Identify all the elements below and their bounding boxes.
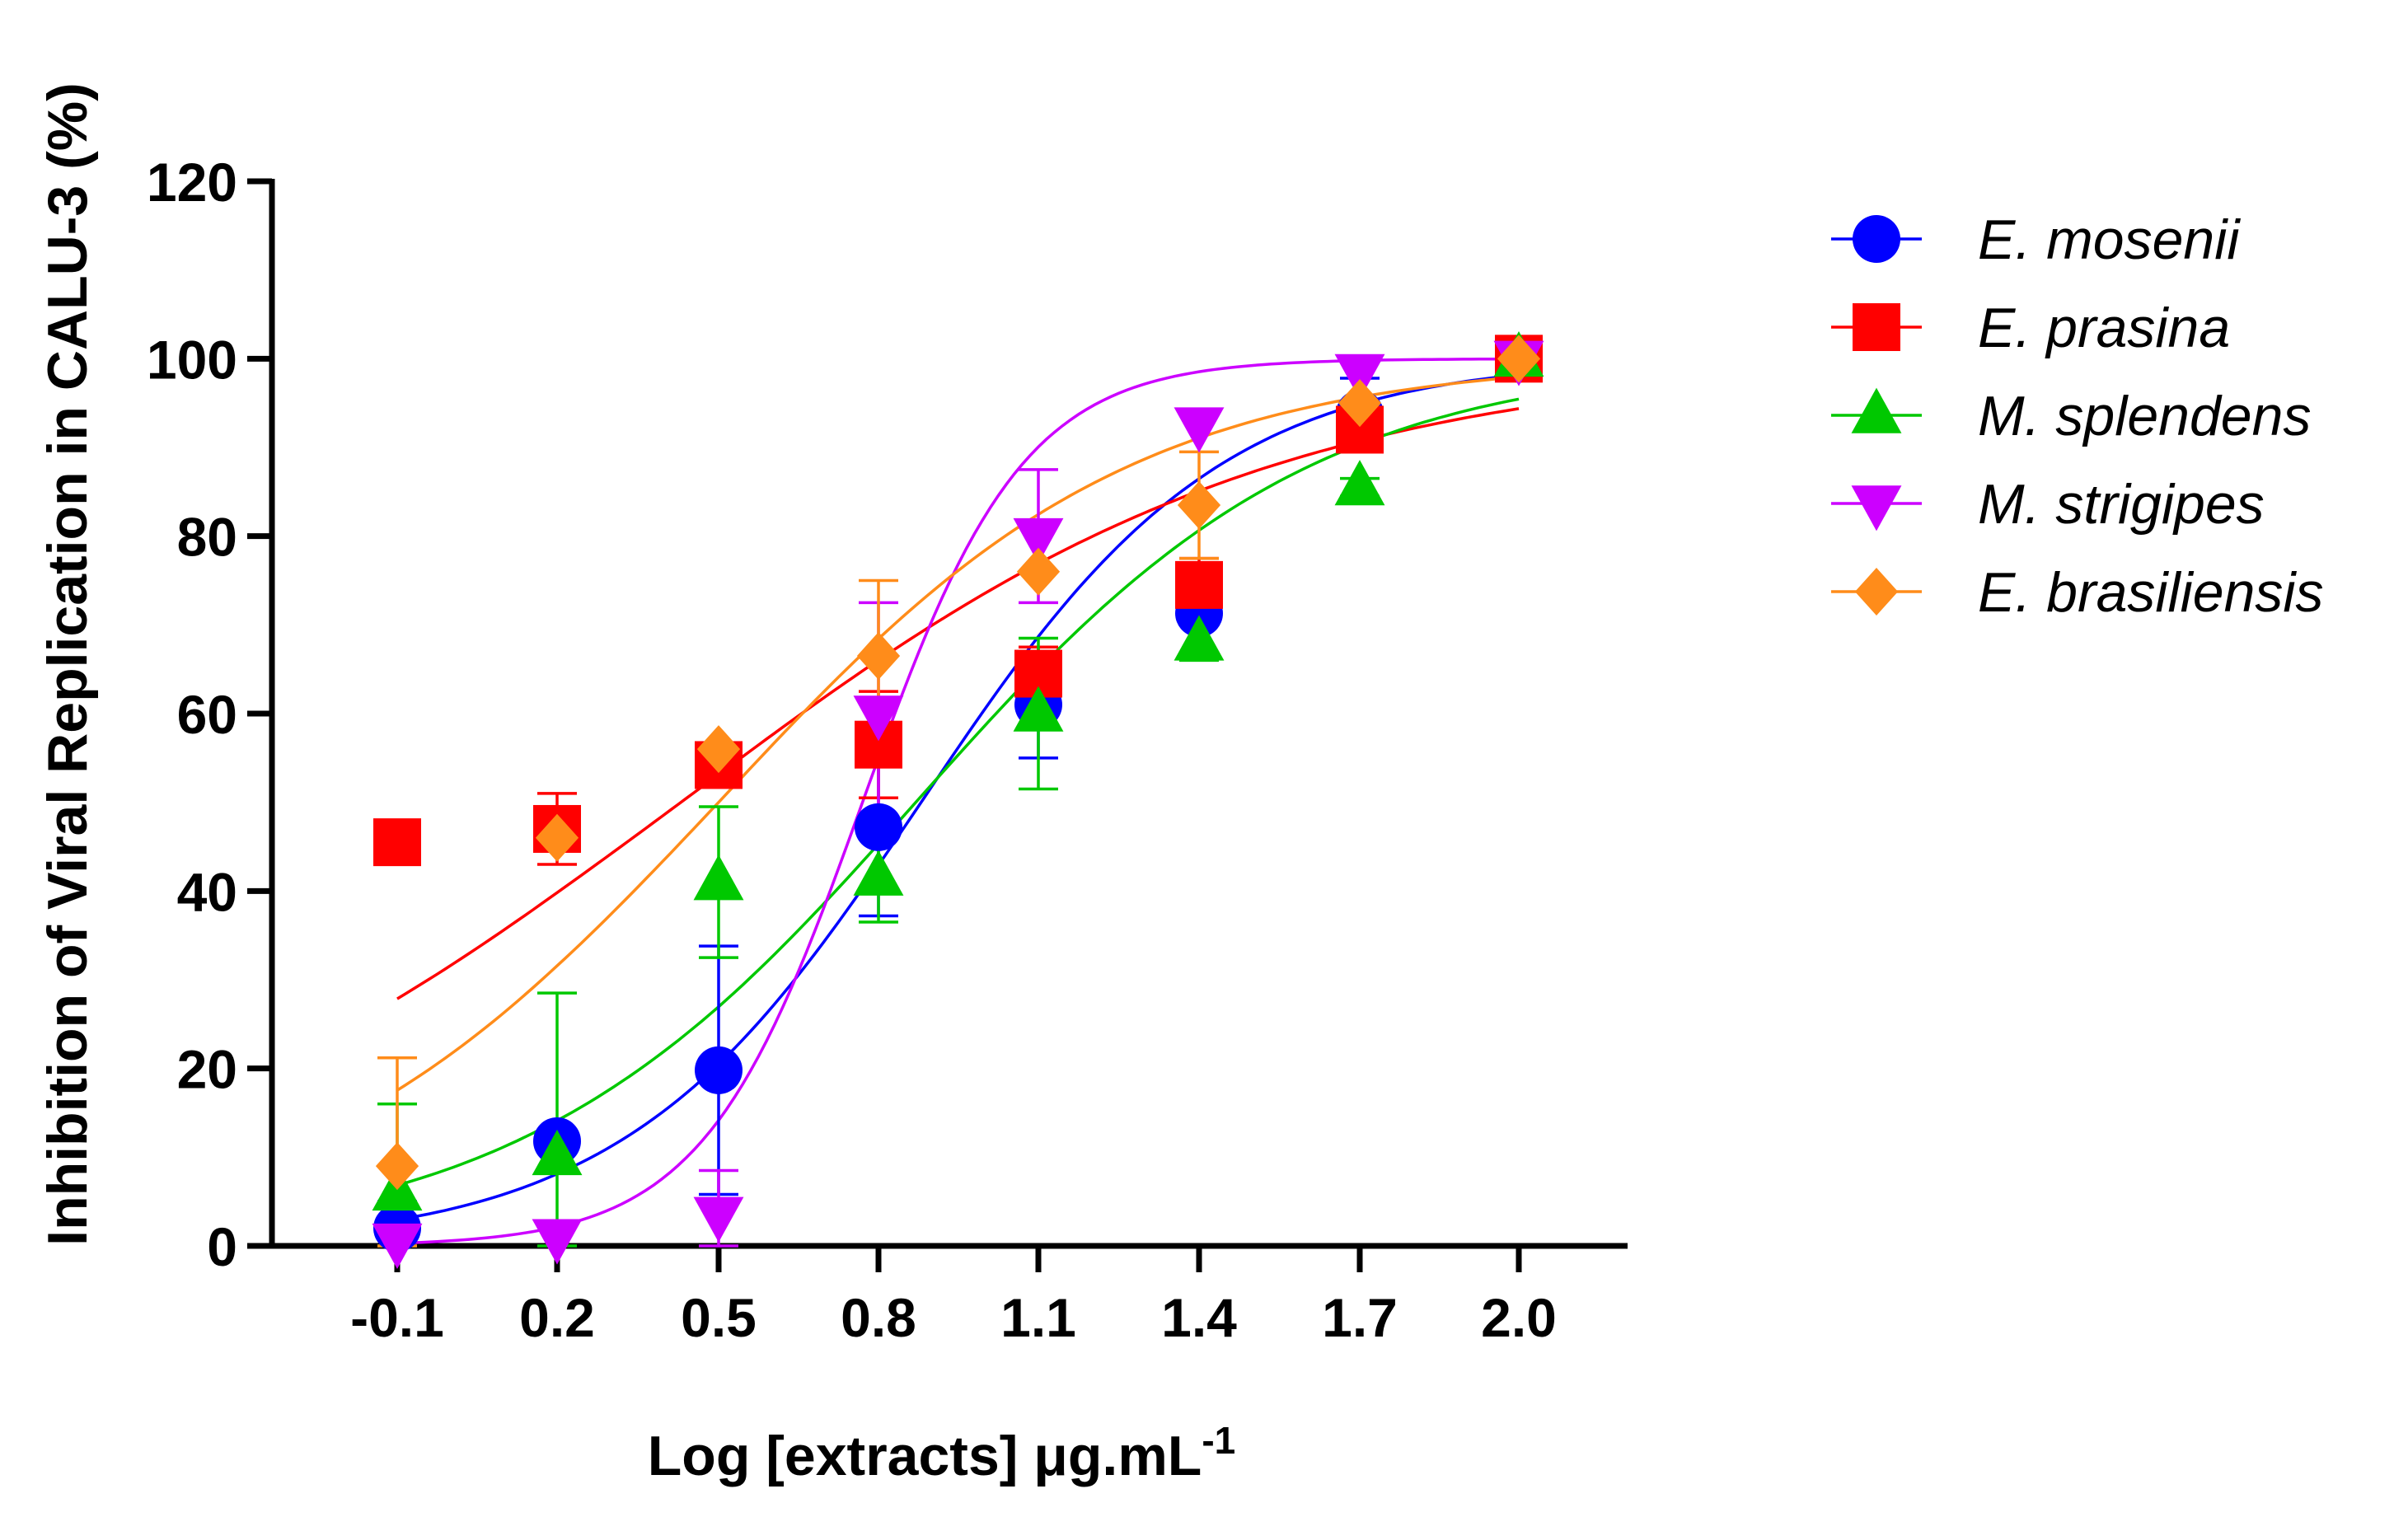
legend-item-e-mosenii: E. mosenii — [1831, 208, 2241, 271]
data-point-e-brasiliensis — [375, 1142, 419, 1191]
data-markers — [372, 330, 1544, 1269]
y-tick-label: 120 — [147, 152, 237, 213]
fit-curve-e-brasiliensis — [396, 375, 1520, 1092]
legend-label-e-brasiliensis: E. brasiliensis — [1978, 561, 2324, 624]
x-tick-label: 0.2 — [519, 1287, 595, 1348]
axes: 0 20 40 60 80 100 120 -0.1 0.2 0.5 0.8 1.1 1.4 1.7 2.0 — [147, 152, 1628, 1348]
data-point-m-splendens — [1013, 686, 1064, 732]
x-tick-label: 1.1 — [1000, 1287, 1076, 1348]
x-tick-label: -0.1 — [350, 1287, 444, 1348]
fit-curve-e-prasina — [396, 407, 1520, 1000]
data-point-e-brasiliensis — [535, 813, 579, 862]
legend-item-e-prasina: E. prasina — [1831, 297, 2230, 359]
data-point-e-mosenii — [695, 1046, 743, 1094]
y-tick-label: 100 — [147, 329, 237, 390]
y-tick-label: 80 — [177, 507, 237, 568]
fit-curves — [396, 357, 1520, 1245]
data-point-m-strigipes — [532, 1219, 583, 1265]
data-point-e-brasiliensis — [1338, 379, 1382, 428]
fit-curve-m-splendens — [396, 397, 1520, 1187]
data-point-m-splendens — [853, 850, 904, 896]
legend-label-e-prasina: E. prasina — [1978, 297, 2230, 359]
data-point-e-prasina — [373, 818, 421, 867]
y-tick-label: 60 — [177, 684, 237, 745]
y-tick-label: 20 — [177, 1039, 237, 1100]
legend-marker-e-mosenii — [1853, 215, 1900, 263]
legend-marker-m-strigipes — [1851, 485, 1902, 531]
data-point-m-splendens — [1174, 615, 1225, 661]
data-point-m-splendens — [693, 854, 744, 901]
legend-marker-m-splendens — [1851, 387, 1902, 433]
legend: E. mosenii E. prasina M. splendens M. strig… — [1831, 208, 2324, 624]
data-point-m-strigipes — [372, 1223, 423, 1269]
x-tick-label: 2.0 — [1481, 1287, 1557, 1348]
legend-marker-e-prasina — [1853, 303, 1900, 351]
data-point-e-brasiliensis — [696, 725, 741, 774]
data-point-e-brasiliensis — [1497, 335, 1541, 383]
fit-curve-e-mosenii — [396, 373, 1520, 1222]
data-point-e-brasiliensis — [1016, 547, 1061, 596]
data-point-m-strigipes — [1334, 353, 1385, 400]
x-tick-label: 1.4 — [1161, 1287, 1237, 1348]
data-point-m-strigipes — [1013, 517, 1064, 564]
x-tick-label: 1.7 — [1322, 1287, 1398, 1348]
data-point-m-strigipes — [1174, 407, 1225, 453]
data-point-m-splendens — [532, 1129, 583, 1176]
data-point-e-brasiliensis — [856, 632, 901, 681]
legend-label-m-strigipes: M. strigipes — [1978, 473, 2265, 536]
legend-item-m-splendens: M. splendens — [1831, 385, 2311, 447]
data-point-m-strigipes — [693, 1196, 744, 1243]
legend-item-e-brasiliensis: E. brasiliensis — [1831, 561, 2324, 624]
data-point-m-splendens — [1334, 460, 1385, 506]
y-axis-title: Inhibition of Viral Replication in CALU-… — [36, 82, 99, 1246]
y-tick-label: 40 — [177, 861, 237, 922]
y-tick-label: 0 — [207, 1216, 237, 1277]
data-point-m-strigipes — [853, 695, 904, 742]
x-axis-title: Log [extracts] μg.mL-1 — [648, 1419, 1235, 1487]
legend-item-m-strigipes: M. strigipes — [1831, 473, 2265, 536]
x-tick-label: 0.8 — [841, 1287, 916, 1348]
data-point-e-prasina — [1175, 560, 1223, 609]
legend-marker-e-brasiliensis — [1854, 568, 1899, 616]
legend-label-m-splendens: M. splendens — [1978, 385, 2311, 447]
data-point-e-mosenii — [855, 803, 902, 851]
data-point-e-brasiliensis — [1177, 480, 1221, 529]
x-tick-label: 0.5 — [681, 1287, 757, 1348]
legend-label-e-mosenii: E. mosenii — [1978, 208, 2241, 271]
fit-curve-m-strigipes — [396, 357, 1520, 1245]
